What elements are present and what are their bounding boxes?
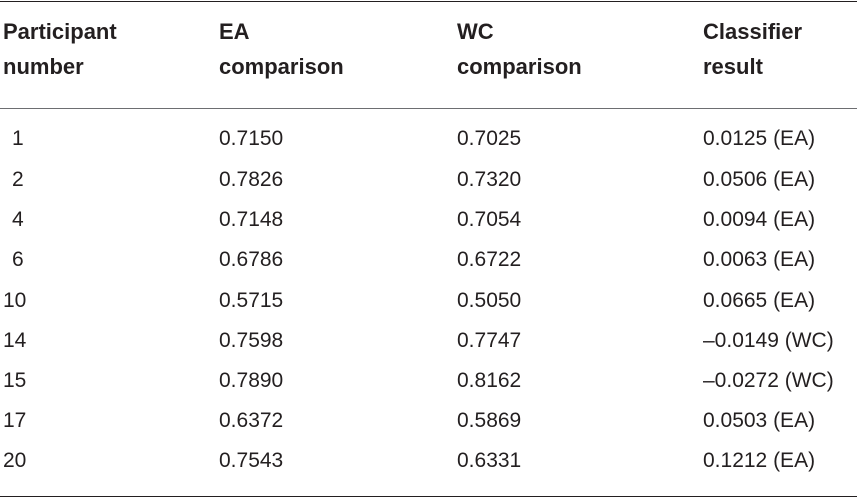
- participant-cell: 14: [3, 329, 27, 352]
- ea-cell: 0.5715: [219, 289, 284, 312]
- table-bottom-rule: [0, 496, 857, 497]
- classifier-cell: 0.0665 (EA): [703, 289, 816, 312]
- participant-cell: 4: [12, 208, 24, 231]
- classifier-cell: 0.1212 (EA): [703, 449, 816, 472]
- table-row: 1 0.7150 0.7025 0.0125 (EA): [0, 119, 857, 159]
- table-row: 14 0.7598 0.7747 –0.0149 (WC): [0, 321, 857, 361]
- wc-cell: 0.7747: [457, 329, 522, 352]
- wc-cell: 0.8162: [457, 369, 522, 392]
- classifier-cell: 0.0506 (EA): [703, 168, 816, 191]
- wc-cell: 0.6722: [457, 248, 522, 271]
- classifier-cell: 0.0094 (EA): [703, 208, 816, 231]
- ea-cell: 0.7543: [219, 449, 284, 472]
- ea-cell: 0.7150: [219, 127, 284, 150]
- header-divider-rule: [0, 108, 857, 109]
- table-top-rule: [0, 1, 857, 2]
- ea-cell: 0.7826: [219, 168, 284, 191]
- table-row: 6 0.6786 0.6722 0.0063 (EA): [0, 240, 857, 280]
- participant-cell: 6: [12, 248, 24, 271]
- header-classifier-result: Classifier result: [703, 19, 803, 79]
- ea-cell: 0.6372: [219, 409, 284, 432]
- participant-cell: 10: [3, 289, 27, 312]
- participant-cell: 17: [3, 409, 27, 432]
- table-row: 17 0.6372 0.5869 0.0503 (EA): [0, 401, 857, 441]
- ea-cell: 0.6786: [219, 248, 284, 271]
- participant-cell: 15: [3, 369, 27, 392]
- classifier-cell: 0.0125 (EA): [703, 127, 816, 150]
- table-row: 4 0.7148 0.7054 0.0094 (EA): [0, 200, 857, 240]
- table-row: 15 0.7890 0.8162 –0.0272 (WC): [0, 361, 857, 401]
- classifier-cell: –0.0149 (WC): [703, 329, 834, 352]
- header-ea-comparison: EA comparison: [219, 19, 344, 79]
- ea-cell: 0.7148: [219, 208, 284, 231]
- table-row: 2 0.7826 0.7320 0.0506 (EA): [0, 160, 857, 200]
- wc-cell: 0.6331: [457, 449, 522, 472]
- wc-cell: 0.5869: [457, 409, 522, 432]
- classifier-cell: –0.0272 (WC): [703, 369, 834, 392]
- ea-cell: 0.7598: [219, 329, 284, 352]
- ea-cell: 0.7890: [219, 369, 284, 392]
- wc-cell: 0.7025: [457, 127, 522, 150]
- wc-cell: 0.5050: [457, 289, 522, 312]
- wc-cell: 0.7320: [457, 168, 522, 191]
- participant-cell: 20: [3, 449, 27, 472]
- header-wc-comparison: WC comparison: [457, 19, 582, 79]
- participant-cell: 1: [12, 127, 24, 150]
- classifier-cell: 0.0063 (EA): [703, 248, 816, 271]
- participant-cell: 2: [12, 168, 24, 191]
- table-row: 10 0.5715 0.5050 0.0665 (EA): [0, 281, 857, 321]
- wc-cell: 0.7054: [457, 208, 522, 231]
- classifier-cell: 0.0503 (EA): [703, 409, 816, 432]
- header-participant-number: Participant number: [3, 19, 117, 79]
- table-row: 20 0.7543 0.6331 0.1212 (EA): [0, 441, 857, 481]
